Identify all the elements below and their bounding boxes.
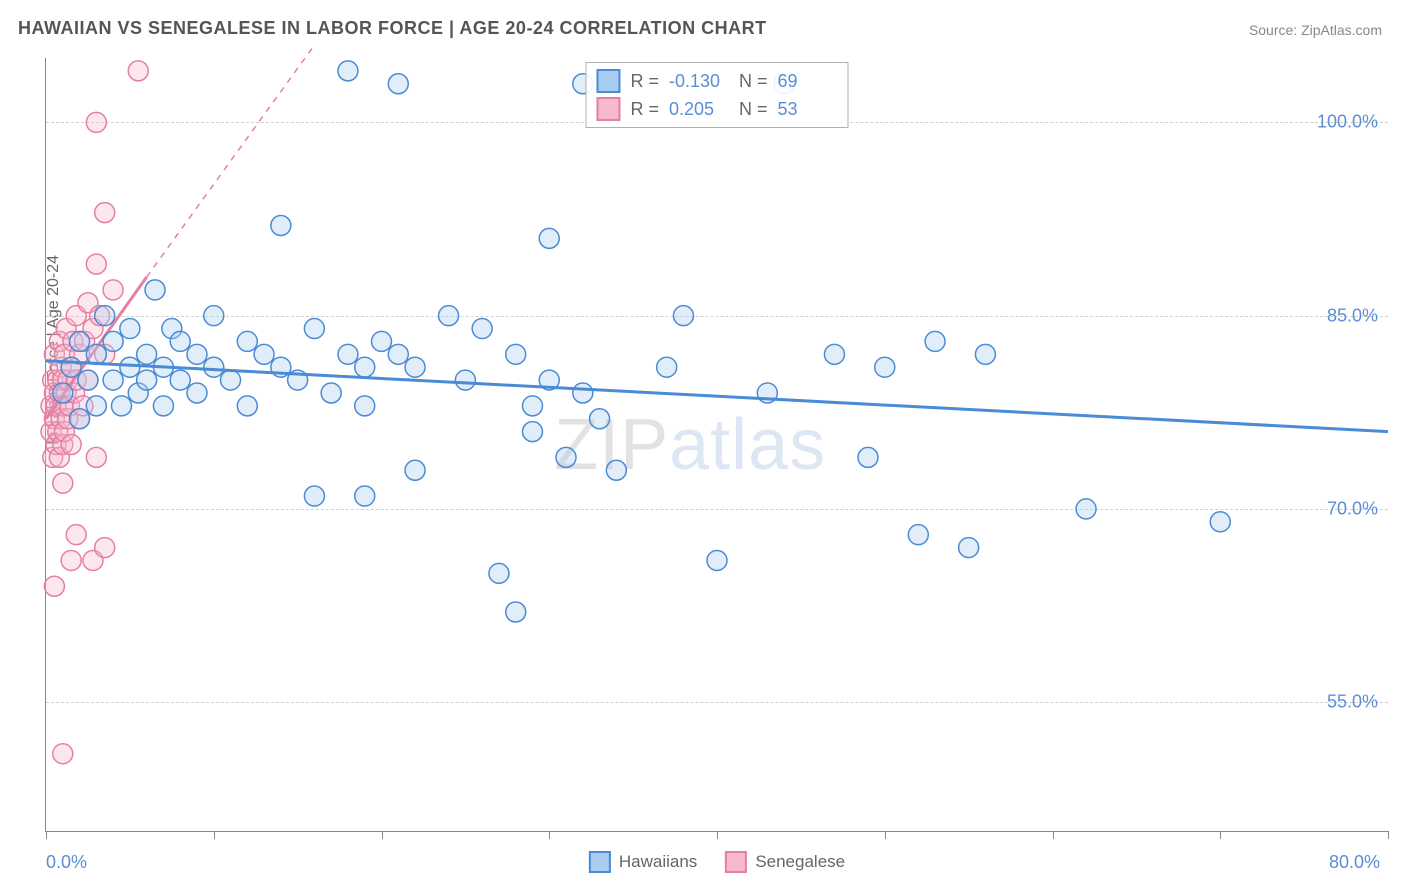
stats-box: R = -0.130 N = 69 R = 0.205 N = 53 [585,62,848,128]
stat-r-label: R = [630,71,659,92]
swatch-hawaiians-icon [596,69,620,93]
plot-svg [46,58,1388,831]
bottom-legend: Hawaiians Senegalese [589,851,845,873]
legend-item-hawaiians: Hawaiians [589,851,697,873]
x-tick [382,831,383,839]
stat-n-value-senegalese: 53 [778,99,838,120]
stat-n-label: N = [739,71,768,92]
legend-label-hawaiians: Hawaiians [619,852,697,872]
stats-row-senegalese: R = 0.205 N = 53 [596,95,837,123]
x-tick [214,831,215,839]
plot-area: In Labor Force | Age 20-24 ZIPatlas 55.0… [45,58,1388,832]
swatch-senegalese-icon [596,97,620,121]
x-tick [1220,831,1221,839]
x-axis-min-label: 0.0% [46,852,87,873]
legend-label-senegalese: Senegalese [755,852,845,872]
swatch-senegalese-icon [725,851,747,873]
stat-n-value-hawaiians: 69 [778,71,838,92]
x-tick [885,831,886,839]
stat-r-value-senegalese: 0.205 [669,99,729,120]
legend-item-senegalese: Senegalese [725,851,845,873]
stat-r-label: R = [630,99,659,120]
correlation-chart: HAWAIIAN VS SENEGALESE IN LABOR FORCE | … [0,0,1406,892]
source-label: Source: ZipAtlas.com [1249,22,1382,38]
chart-title: HAWAIIAN VS SENEGALESE IN LABOR FORCE | … [18,18,767,39]
swatch-hawaiians-icon [589,851,611,873]
x-tick [46,831,47,839]
stats-row-hawaiians: R = -0.130 N = 69 [596,67,837,95]
x-tick [1053,831,1054,839]
x-axis-max-label: 80.0% [1329,852,1380,873]
stat-r-value-hawaiians: -0.130 [669,71,729,92]
x-tick [717,831,718,839]
stat-n-label: N = [739,99,768,120]
x-tick [549,831,550,839]
x-tick [1388,831,1389,839]
